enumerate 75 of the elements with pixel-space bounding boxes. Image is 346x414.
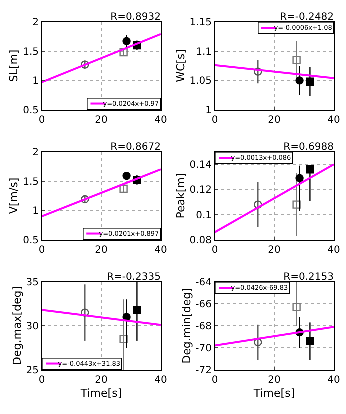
point <box>292 56 301 64</box>
y-tick-label: 35 <box>26 278 39 288</box>
y-tick-label: 1 <box>32 206 39 218</box>
chart-title: R=-0.2482 <box>280 12 334 23</box>
x-axis-title: Time[s] <box>80 387 122 400</box>
x-tick-label: 40 <box>328 115 340 126</box>
x-tick-label: 40 <box>328 245 340 256</box>
point <box>120 184 128 194</box>
x-tick-label: 0 <box>212 115 218 126</box>
chart-title: R=0.8932 <box>110 12 161 23</box>
y-tick-label: 0.5 <box>23 106 39 116</box>
y-axis-title: WC[s] <box>174 50 188 82</box>
y-tick-label: 1.5 <box>23 46 39 58</box>
y-axis-title: Peak[m] <box>174 173 188 219</box>
x-tick-label: 40 <box>328 375 340 386</box>
y-tick-label: -72 <box>196 366 212 376</box>
y-tick-label: -64 <box>196 278 212 288</box>
x-tick-label: 0 <box>38 115 46 126</box>
point <box>133 306 142 314</box>
y-axis-title: SL[m] <box>8 50 21 82</box>
x-tick-label: 0 <box>212 245 218 256</box>
x-tick-label: 20 <box>268 115 281 126</box>
point <box>81 60 90 69</box>
x-tick-label: 20 <box>268 245 281 256</box>
y-tick-label: 2 <box>32 18 39 28</box>
y-tick-label: 25 <box>26 366 39 376</box>
y-tick-label: 1.05 <box>190 76 212 88</box>
chart-title: R=0.8672 <box>110 142 161 153</box>
y-tick-label: 0.12 <box>190 185 212 196</box>
y-tick-label: -66 <box>196 300 212 310</box>
point <box>306 166 314 174</box>
y-tick-label: 1 <box>206 106 212 116</box>
x-tick-label: 20 <box>268 375 281 386</box>
y-tick-label: 2 <box>32 148 39 158</box>
y-tick-label: 1.5 <box>23 176 39 188</box>
y-axis-title: Deg.max[deg] <box>10 286 24 366</box>
y-tick-label: 1.15 <box>190 18 212 28</box>
point <box>120 335 128 344</box>
point <box>254 68 262 76</box>
point <box>292 303 301 312</box>
y-tick-label: 0.5 <box>23 236 39 246</box>
x-tick-label: 20 <box>95 115 108 126</box>
x-tick-label: 40 <box>154 375 168 386</box>
point <box>81 308 90 317</box>
point <box>81 195 90 204</box>
x-tick-label: 0 <box>212 375 218 386</box>
x-tick-label: 0 <box>38 375 46 386</box>
y-axis-title: V[m/s] <box>8 178 21 214</box>
point <box>122 172 131 180</box>
chart-title: R=-0.2335 <box>107 272 161 283</box>
point <box>254 200 262 209</box>
y-tick-label: -70 <box>196 344 212 354</box>
x-tick-label: 0 <box>38 245 46 256</box>
chart-title: R=0.6988 <box>284 142 334 153</box>
y-tick-label: 0.1 <box>196 210 212 222</box>
point <box>306 337 314 346</box>
x-tick-label: 20 <box>95 375 108 386</box>
y-axis-title: Deg.min[deg] <box>180 288 194 364</box>
y-tick-label: 30 <box>26 322 39 332</box>
x-tick-label: 20 <box>95 245 108 256</box>
y-tick-label: 0.08 <box>190 236 212 246</box>
x-axis-title: Time[s] <box>252 387 296 400</box>
point <box>296 174 304 182</box>
y-tick-label: 1.1 <box>196 46 212 58</box>
point <box>296 76 304 85</box>
y-tick-label: 0.14 <box>190 160 212 172</box>
point <box>120 48 128 57</box>
x-tick-label: 40 <box>154 245 168 256</box>
x-tick-label: 40 <box>154 115 168 126</box>
chart-title: R=0.2153 <box>284 272 334 283</box>
point <box>122 37 131 46</box>
y-tick-label: -68 <box>196 322 212 332</box>
y-tick-label: 1 <box>32 76 39 88</box>
point <box>292 200 301 209</box>
point <box>306 78 314 86</box>
